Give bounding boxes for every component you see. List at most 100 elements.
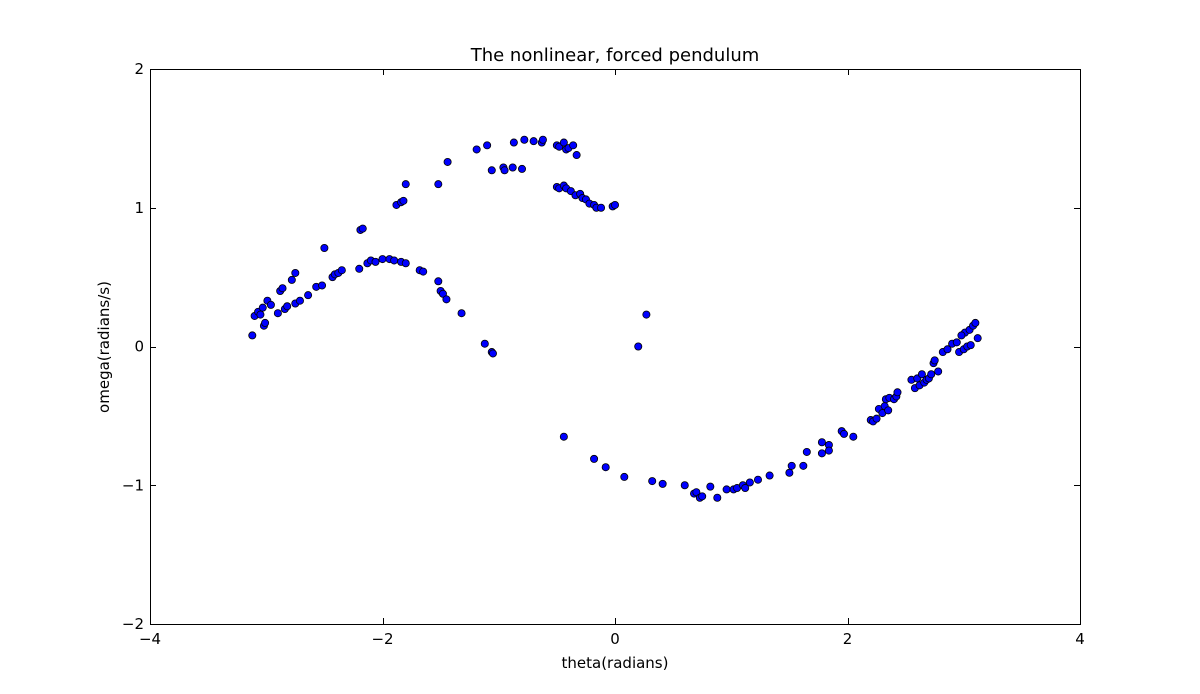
data-point: [971, 318, 980, 327]
data-point: [266, 300, 275, 309]
data-point: [713, 493, 722, 502]
data-point: [538, 135, 547, 144]
data-point: [741, 484, 750, 493]
data-point: [472, 145, 481, 154]
chart-title: The nonlinear, forced pendulum: [470, 45, 760, 66]
data-point: [401, 180, 410, 189]
data-point: [371, 257, 380, 266]
x-tick-label: 4: [1075, 630, 1085, 648]
data-point: [273, 309, 282, 318]
data-point: [620, 472, 629, 481]
y-axis-label: omega(radians/s): [95, 281, 113, 413]
data-point: [722, 485, 731, 494]
data-point: [817, 438, 826, 447]
data-point: [457, 309, 466, 318]
data-point: [698, 492, 707, 501]
x-axis-label: theta(radians): [562, 654, 669, 672]
data-point: [320, 243, 329, 252]
data-point: [802, 447, 811, 456]
data-point: [483, 141, 492, 150]
data-point: [559, 432, 568, 441]
data-point: [337, 266, 346, 275]
data-point: [753, 475, 762, 484]
data-point: [817, 449, 826, 458]
data-point: [488, 349, 497, 358]
points-layer: [248, 135, 982, 502]
data-point: [658, 479, 667, 488]
data-point: [487, 166, 496, 175]
y-tick-label: 1: [134, 199, 144, 217]
data-point: [590, 454, 599, 463]
data-point: [930, 356, 939, 365]
data-point: [849, 432, 858, 441]
data-point: [258, 303, 267, 312]
data-point: [917, 370, 926, 379]
data-point: [295, 296, 304, 305]
data-point: [634, 342, 643, 351]
x-tick-label: −2: [371, 630, 393, 648]
data-point: [358, 224, 367, 233]
data-point: [952, 338, 961, 347]
data-point: [390, 256, 399, 265]
data-point: [256, 310, 265, 319]
data-point: [799, 461, 808, 470]
x-tick-label: 0: [610, 630, 620, 648]
data-point: [872, 414, 881, 423]
data-point: [893, 388, 902, 397]
data-point: [745, 478, 754, 487]
data-point: [934, 367, 943, 376]
data-point: [355, 264, 364, 273]
data-point: [957, 331, 966, 340]
data-point: [434, 277, 443, 286]
data-point: [927, 370, 936, 379]
data-point: [706, 482, 715, 491]
data-point: [642, 310, 651, 319]
data-point: [559, 138, 568, 147]
data-point: [283, 302, 292, 311]
data-point: [399, 196, 408, 205]
data-point: [966, 341, 975, 350]
data-point: [378, 255, 387, 264]
data-point: [529, 137, 538, 146]
y-tick-label: −2: [122, 615, 144, 633]
data-point: [943, 345, 952, 354]
x-tick-label: 2: [843, 630, 853, 648]
data-point: [318, 281, 327, 290]
data-point: [785, 468, 794, 477]
data-point: [601, 463, 610, 472]
data-point: [611, 200, 620, 209]
data-point: [680, 481, 689, 490]
data-point: [787, 461, 796, 470]
data-point: [480, 339, 489, 348]
data-point: [509, 138, 518, 147]
plot-frame: [150, 69, 1081, 625]
y-tick-label: 0: [134, 338, 144, 356]
data-point: [261, 318, 270, 327]
data-point: [248, 331, 257, 340]
data-point: [508, 163, 517, 172]
data-point: [419, 267, 428, 276]
data-point: [287, 275, 296, 284]
data-point: [840, 429, 849, 438]
data-point: [518, 164, 527, 173]
data-point: [648, 477, 657, 486]
data-point: [569, 141, 578, 150]
x-tick-label: −4: [139, 630, 161, 648]
data-point: [500, 166, 509, 175]
data-point: [973, 334, 982, 343]
data-point: [434, 180, 443, 189]
data-point: [520, 135, 529, 144]
y-tick-label: 2: [134, 60, 144, 78]
data-point: [291, 268, 300, 277]
data-point: [597, 203, 606, 212]
data-point: [572, 151, 581, 160]
data-point: [278, 284, 287, 293]
data-point: [824, 446, 833, 455]
y-tick-label: −1: [122, 476, 144, 494]
data-point: [443, 157, 452, 166]
data-point: [442, 295, 451, 304]
data-point: [401, 259, 410, 268]
